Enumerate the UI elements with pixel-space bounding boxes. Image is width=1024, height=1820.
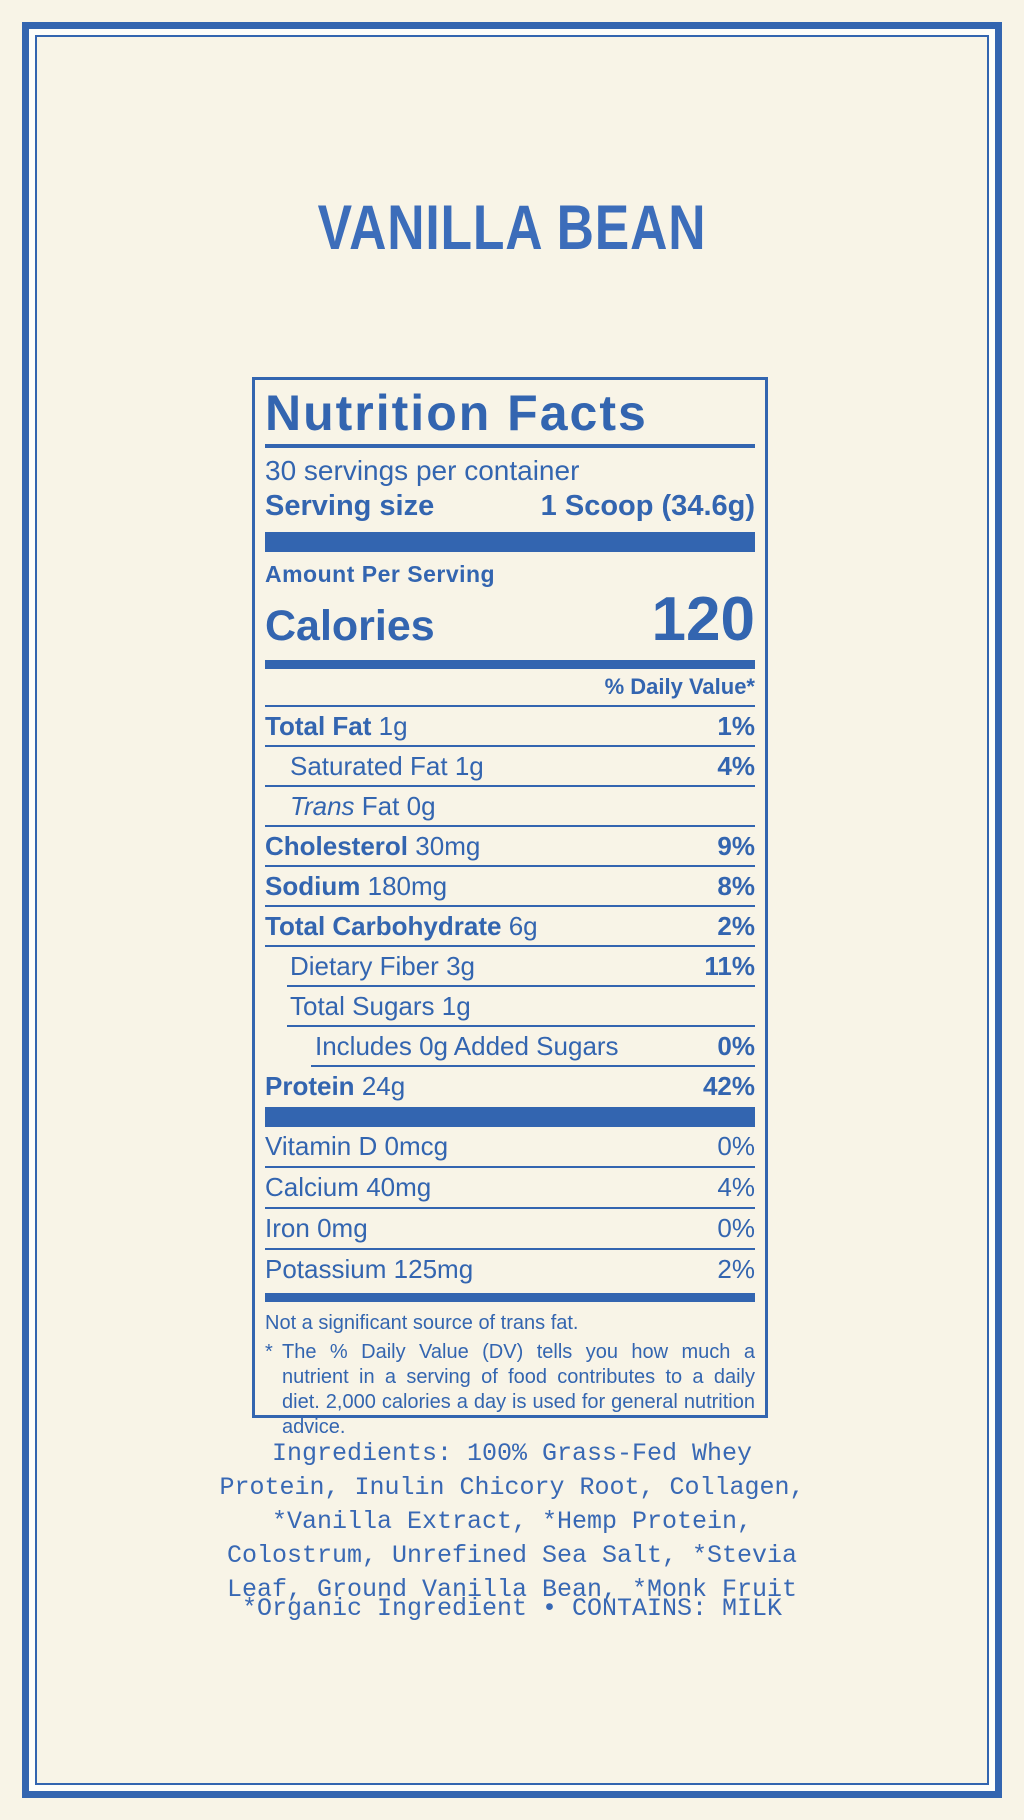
divider (265, 945, 755, 947)
nutrient-row-trans-fat: Trans Fat 0g (265, 787, 755, 825)
divider (265, 905, 755, 907)
nutrient-amount: 3g (446, 950, 476, 981)
nutrient-name: Includes 0g Added Sugars (315, 1030, 619, 1061)
nutrient-amount: 1g (378, 710, 408, 741)
nutrient-name: Sodium (265, 870, 361, 901)
product-flavor-title: VANILLA BEAN (317, 193, 707, 263)
nutrient-dv: 8% (717, 870, 755, 901)
divider (287, 985, 755, 987)
divider (265, 660, 755, 669)
footnote-daily-value: * The % Daily Value (DV) tells you how m… (265, 1340, 755, 1440)
nutrient-amount: 1g (441, 990, 471, 1021)
nutrient-amount: 40mg (366, 1172, 432, 1202)
daily-value-header: % Daily Value* (604, 674, 755, 699)
nutrient-dv: 9% (717, 830, 755, 861)
vitamin-row-potassium: Potassium 125mg 2% (265, 1250, 755, 1289)
nutrient-dv: 4% (717, 1172, 755, 1202)
nutrient-amount: 24g (361, 1070, 406, 1101)
divider (265, 825, 755, 827)
nutrient-name: Total Sugars (290, 990, 435, 1021)
divider (265, 444, 755, 448)
divider (265, 865, 755, 867)
nutrient-name: Vitamin D (265, 1131, 378, 1161)
divider (265, 1166, 755, 1168)
nutrient-name: Calcium (265, 1172, 359, 1202)
nutrient-dv: 0% (717, 1030, 755, 1061)
nutrient-amount: 0mcg (384, 1131, 449, 1161)
nutrient-amount: 30mg (415, 830, 481, 861)
footnote-trans-fat: Not a significant source of trans fat. (265, 1312, 579, 1334)
nutrient-name: Cholesterol (265, 830, 409, 861)
nutrient-amount: 125mg (393, 1254, 474, 1284)
divider (265, 1207, 755, 1209)
title-wrap: VANILLA BEAN (0, 192, 1024, 264)
serving-size-value: 1 Scoop (34.6g) (540, 490, 755, 522)
nutrient-dv: 2% (717, 1254, 755, 1284)
nutrient-row-total-fat: Total Fat 1g 1% (265, 707, 755, 745)
nutrient-dv: 42% (702, 1070, 755, 1101)
nutrient-row-saturated-fat: Saturated Fat 1g 4% (265, 747, 755, 785)
nutrient-row-dietary-fiber: Dietary Fiber 3g 11% (265, 947, 755, 985)
footnote-text: The % Daily Value (DV) tells you how muc… (282, 1341, 755, 1438)
footnote-asterisk: * (265, 1341, 273, 1363)
calories-value: 120 (651, 585, 755, 654)
divider (265, 532, 755, 552)
nutrient-row-sodium: Sodium 180mg 8% (265, 867, 755, 905)
nutrient-name: Potassium (265, 1254, 387, 1284)
divider (265, 785, 755, 787)
nutrient-dv: 11% (704, 950, 755, 981)
vitamin-row-iron: Iron 0mg 0% (265, 1209, 755, 1248)
divider (265, 1107, 755, 1127)
amount-per-serving-label: Amount Per Serving (265, 561, 496, 587)
servings-per-container: 30 servings per container (265, 455, 580, 486)
nutrient-amount: 180mg (367, 870, 448, 901)
nutrient-name: Dietary Fiber (290, 950, 439, 981)
ingredients-list: Ingredients: 100% Grass-Fed Whey Protein… (219, 1439, 805, 1604)
nutrient-name: Iron (265, 1213, 310, 1243)
nutrient-amount: 1g (454, 750, 484, 781)
nutrient-row-total-sugars: Total Sugars 1g (265, 987, 755, 1025)
serving-size-row: Serving size 1 Scoop (34.6g) (265, 488, 755, 525)
vitamin-row-calcium: Calcium 40mg 4% (265, 1168, 755, 1207)
nutrient-amount: 6g (508, 910, 538, 941)
outer-frame (22, 22, 1002, 1798)
divider (265, 705, 755, 707)
divider (311, 1065, 755, 1067)
nutrition-facts-panel: Nutrition Facts 30 servings per containe… (252, 377, 768, 1438)
nutrient-dv: 0% (717, 1213, 755, 1243)
nutrient-name-italic: Trans (290, 790, 355, 821)
nutrient-row-protein: Protein 24g 42% (265, 1067, 755, 1105)
calories-row: Calories 120 (265, 588, 755, 652)
divider (265, 745, 755, 747)
nutrient-name: Saturated Fat (290, 750, 448, 781)
nutrition-facts-heading: Nutrition Facts (265, 385, 648, 441)
nutrient-name: Total Fat (265, 710, 372, 741)
nutrient-row-total-carbohydrate: Total Carbohydrate 6g 2% (265, 907, 755, 945)
divider (265, 1293, 755, 1302)
nutrient-amount: 0mg (317, 1213, 368, 1243)
nutrient-dv: 0% (717, 1131, 755, 1161)
nutrient-name: Total Carbohydrate (265, 910, 502, 941)
divider (265, 1248, 755, 1250)
nutrient-row-cholesterol: Cholesterol 30mg 9% (265, 827, 755, 865)
divider (287, 1025, 755, 1027)
nutrient-dv: 2% (717, 910, 755, 941)
nutrient-dv: 4% (717, 750, 755, 781)
nutrient-name: Fat (361, 790, 400, 821)
nutrient-amount: 0g (406, 790, 436, 821)
nutrient-dv: 1% (717, 710, 755, 741)
allergen-statement: *Organic Ingredient • CONTAINS: MILK (241, 1594, 783, 1623)
calories-label: Calories (265, 602, 435, 650)
nutrient-row-added-sugars: Includes 0g Added Sugars 0% (265, 1027, 755, 1065)
serving-size-label: Serving size (265, 490, 435, 522)
nutrient-name: Protein (265, 1070, 355, 1101)
vitamin-row-vitamin-d: Vitamin D 0mcg 0% (265, 1127, 755, 1166)
